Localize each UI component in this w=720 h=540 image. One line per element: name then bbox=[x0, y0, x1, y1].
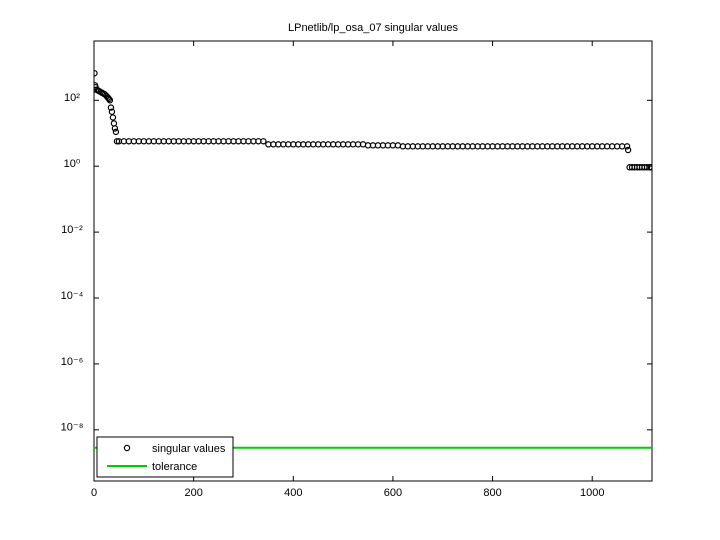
chart-title: LPnetlib/lp_osa_07 singular values bbox=[288, 22, 459, 34]
x-tick-label: 200 bbox=[184, 487, 202, 499]
x-tick-label: 800 bbox=[483, 487, 501, 499]
y-tick-label: 10² bbox=[64, 92, 80, 104]
point bbox=[643, 164, 651, 171]
point bbox=[106, 97, 114, 104]
legend-swatch bbox=[123, 444, 131, 452]
plot-frame bbox=[93, 40, 653, 482]
point bbox=[109, 114, 117, 121]
x-tick-label: 0 bbox=[91, 487, 97, 499]
point bbox=[111, 125, 119, 132]
y-tick-label: 10⁻⁸ bbox=[61, 422, 84, 434]
y-tick-label: 10⁰ bbox=[64, 158, 81, 170]
y-tick-label: 10⁻⁴ bbox=[61, 290, 84, 302]
legend-box bbox=[96, 436, 234, 478]
legend-label: tolerance bbox=[152, 461, 197, 473]
point bbox=[624, 146, 632, 154]
y-tick-label: 10⁻² bbox=[61, 224, 83, 236]
point bbox=[647, 164, 652, 171]
legend-label: singular values bbox=[152, 443, 226, 455]
point bbox=[94, 70, 98, 77]
point bbox=[112, 128, 120, 136]
x-tick-label: 1000 bbox=[580, 487, 604, 499]
x-tick-label: 400 bbox=[284, 487, 302, 499]
point bbox=[105, 95, 113, 103]
y-tick-label: 10⁻⁶ bbox=[61, 356, 84, 368]
point bbox=[107, 104, 115, 111]
x-tick-label: 600 bbox=[384, 487, 402, 499]
point bbox=[623, 143, 631, 150]
point bbox=[108, 108, 116, 115]
point bbox=[260, 138, 267, 145]
point bbox=[113, 138, 121, 145]
